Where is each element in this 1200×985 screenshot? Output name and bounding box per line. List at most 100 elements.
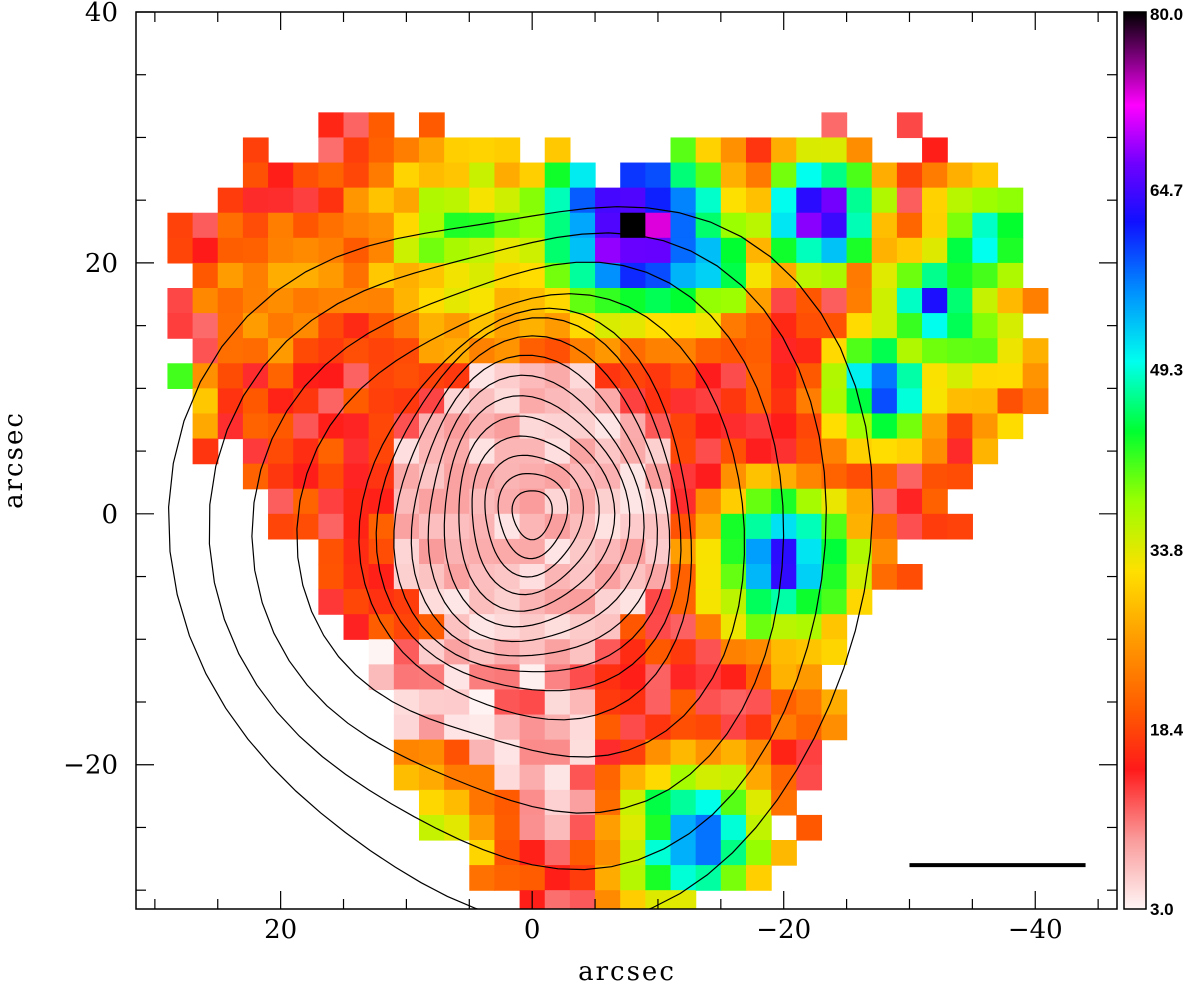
heatmap-pixel <box>620 890 646 909</box>
heatmap-pixel <box>469 363 496 389</box>
heatmap-pixel <box>645 162 672 189</box>
heatmap-pixel <box>771 187 797 214</box>
heatmap-pixel <box>595 814 621 841</box>
intensity-contours <box>167 206 874 909</box>
heatmap-pixel <box>569 764 596 791</box>
heatmap-pixel <box>192 288 219 314</box>
heatmap-pixel <box>595 639 621 665</box>
heatmap-pixel <box>368 237 395 264</box>
heatmap-pixel <box>896 463 923 490</box>
heatmap-pixel <box>418 162 445 189</box>
heatmap-pixel <box>318 438 345 465</box>
heatmap-pixel <box>343 388 370 415</box>
heatmap-pixel <box>343 137 370 164</box>
y-tick-label: 0 <box>101 500 118 530</box>
heatmap-pixel <box>645 714 672 741</box>
heatmap-pixel <box>871 313 898 339</box>
heatmap-pixel <box>720 739 747 766</box>
heatmap-pixel <box>167 237 194 264</box>
heatmap-pixel <box>922 388 948 415</box>
heatmap-pixel <box>670 764 697 791</box>
heatmap-pixel <box>318 413 345 440</box>
heatmap-pixel <box>242 388 269 415</box>
heatmap-pixel <box>846 463 873 490</box>
heatmap-pixel <box>821 262 848 289</box>
heatmap-pixel <box>569 313 596 339</box>
heatmap-pixel <box>771 137 797 164</box>
heatmap-pixel <box>444 639 470 665</box>
heatmap-pixel <box>947 413 973 440</box>
heatmap-pixel <box>595 789 621 816</box>
heatmap-pixel <box>695 488 722 515</box>
heatmap-pixel <box>595 689 621 716</box>
heatmap-pixel <box>972 313 999 339</box>
heatmap-pixel <box>393 614 420 640</box>
heatmap-pixel <box>217 388 244 415</box>
heatmap-pixel <box>569 288 596 314</box>
heatmap-pixel <box>519 262 546 289</box>
heatmap-pixel <box>670 438 697 465</box>
heatmap-pixel <box>519 789 546 816</box>
heatmap-pixel <box>695 463 722 490</box>
heatmap-pixel <box>343 187 370 214</box>
heatmap-pixel <box>922 137 948 164</box>
heatmap-pixel <box>544 262 571 289</box>
heatmap-pixel <box>720 288 747 314</box>
heatmap-pixel <box>695 187 722 214</box>
heatmap-pixel <box>947 513 973 540</box>
heatmap-pixel <box>796 538 823 565</box>
heatmap-pixel <box>418 237 445 264</box>
heatmap-pixel <box>242 187 269 214</box>
heatmap-pixel <box>393 538 420 565</box>
heatmap-pixel <box>192 438 219 465</box>
heatmap-pixel <box>846 313 873 339</box>
heatmap-pixel <box>595 513 621 540</box>
heatmap-pixel <box>720 262 747 289</box>
heatmap-pixel <box>947 463 973 490</box>
heatmap-pixel <box>268 488 294 515</box>
heatmap-pixel <box>745 212 772 239</box>
heatmap-pixel <box>871 288 898 314</box>
heatmap-pixel <box>343 112 370 139</box>
heatmap-pixel <box>796 689 823 716</box>
heatmap-pixel <box>846 237 873 264</box>
heatmap-pixel <box>595 463 621 490</box>
heatmap-pixel <box>947 388 973 415</box>
heatmap-pixel <box>846 212 873 239</box>
heatmap-pixel <box>670 739 697 766</box>
heatmap-pixel <box>444 413 470 440</box>
heatmap-pixel <box>544 313 571 339</box>
heatmap-pixel <box>997 413 1024 440</box>
heatmap-pixel <box>217 413 244 440</box>
heatmap-pixel <box>645 764 672 791</box>
heatmap-pixel <box>519 313 546 339</box>
heatmap-pixel <box>569 388 596 415</box>
heatmap-pixel <box>670 589 697 615</box>
heatmap-pixel <box>418 764 445 791</box>
heatmap-pixel <box>821 237 848 264</box>
heatmap-pixel <box>343 162 370 189</box>
heatmap-pixel <box>695 413 722 440</box>
heatmap-pixel <box>997 338 1024 364</box>
heatmap-pixel <box>796 438 823 465</box>
heatmap-pixel <box>745 639 772 665</box>
heatmap-pixel <box>368 538 395 565</box>
heatmap-pixel <box>720 840 747 866</box>
heatmap-pixel <box>318 388 345 415</box>
heatmap-pixel <box>771 388 797 415</box>
heatmap-pixel <box>896 513 923 540</box>
heatmap-pixel <box>745 840 772 866</box>
heatmap-pixel <box>268 237 294 264</box>
heatmap-pixel <box>771 438 797 465</box>
heatmap-pixel <box>318 288 345 314</box>
heatmap-pixel <box>771 764 797 791</box>
heatmap-pixel <box>494 639 521 665</box>
heatmap-pixel <box>217 237 244 264</box>
heatmap-pixel <box>318 137 345 164</box>
heatmap-pixel <box>771 639 797 665</box>
heatmap-pixel <box>368 363 395 389</box>
heatmap-pixel <box>293 488 319 515</box>
contour-line <box>296 293 746 758</box>
heatmap-pixel <box>519 689 546 716</box>
heatmap-pixel <box>393 137 420 164</box>
